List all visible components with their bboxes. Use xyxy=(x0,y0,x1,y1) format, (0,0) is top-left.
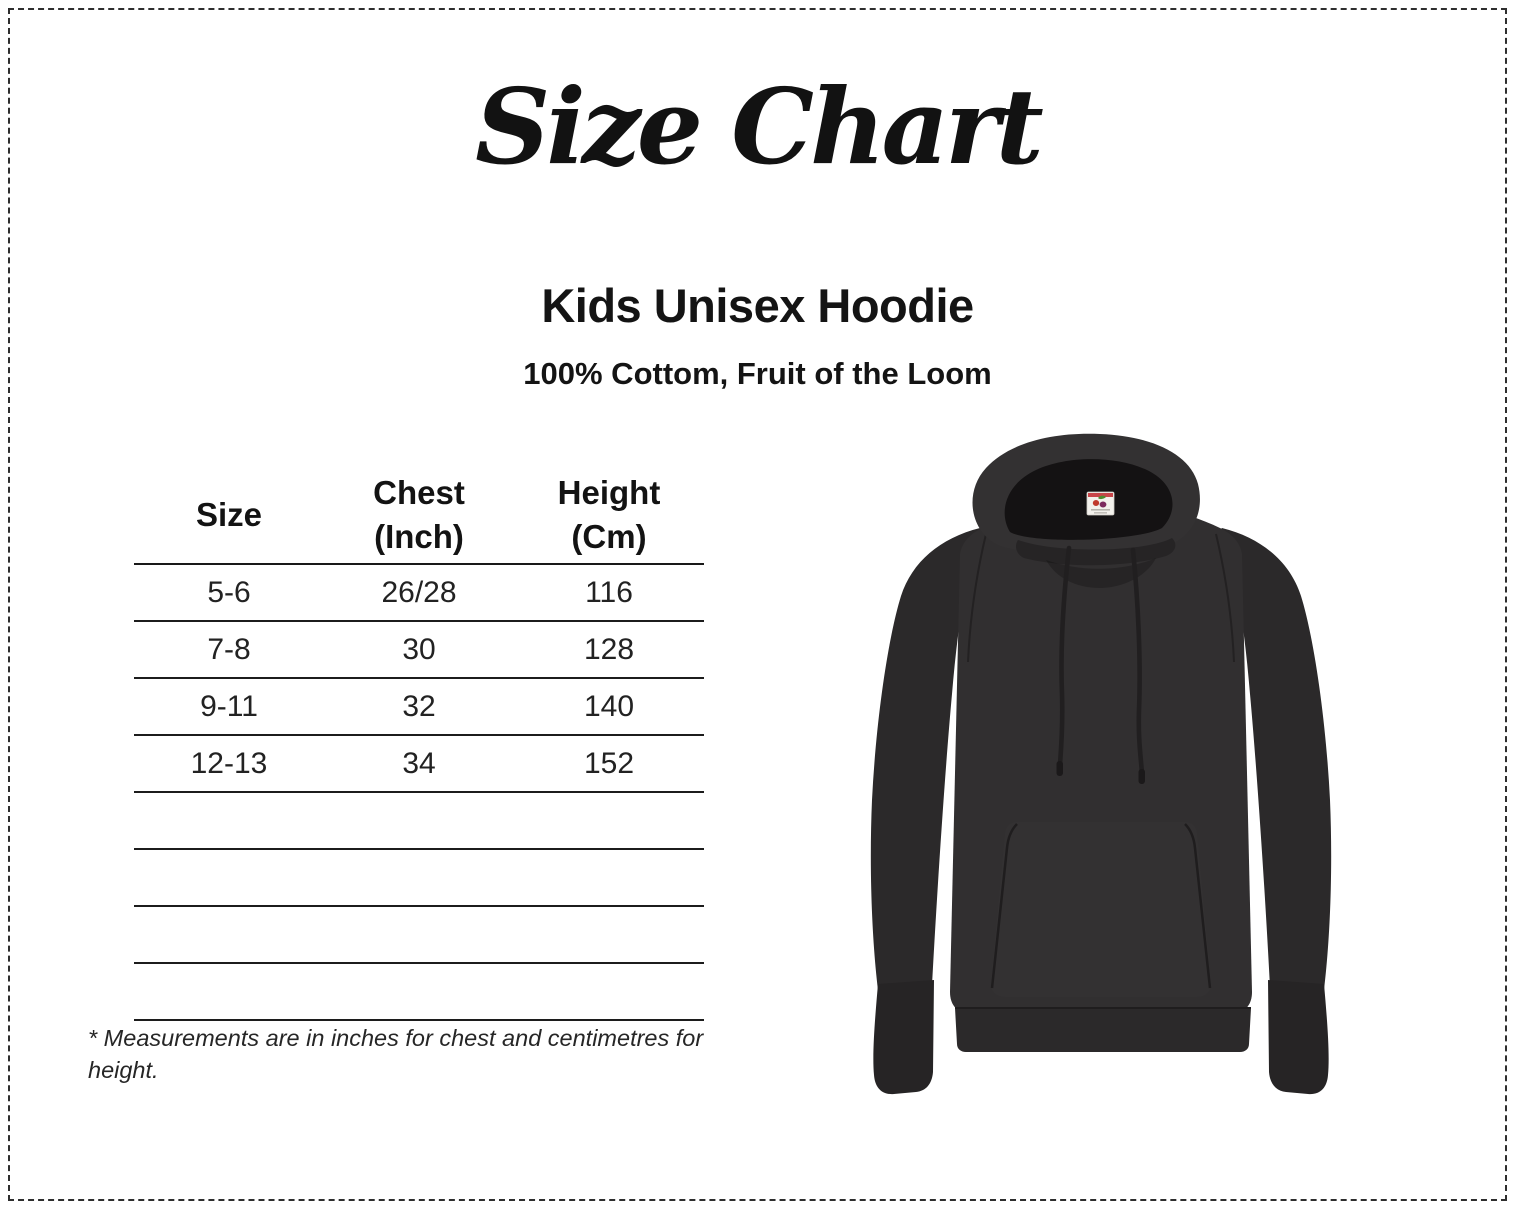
cell-size: 9-11 xyxy=(200,689,258,723)
kangaroo-pocket xyxy=(990,822,1212,997)
empty-table-row xyxy=(134,907,704,964)
table-row: 5-6 26/28 116 xyxy=(134,565,704,622)
footnote-line2: height. xyxy=(88,1057,159,1083)
cell-chest: 32 xyxy=(402,689,436,723)
table-row: 9-11 32 140 xyxy=(134,679,704,736)
column-header-height-line2: (Cm) xyxy=(571,517,647,555)
cell-chest: 26/28 xyxy=(381,575,457,609)
fruit-of-the-loom-neck-label-icon xyxy=(1086,491,1115,516)
cell-height: 116 xyxy=(585,575,633,609)
product-name: Kids Unisex Hoodie xyxy=(541,279,974,332)
cell-height: 128 xyxy=(583,632,635,666)
column-header-chest-line2: (Inch) xyxy=(374,517,464,555)
cell-chest: 34 xyxy=(402,746,436,780)
cell-size: 12-13 xyxy=(190,746,268,780)
empty-table-row xyxy=(134,850,704,907)
size-table-header-row: Size Chest (Inch) Height (Cm) xyxy=(134,466,704,565)
column-header-chest-line1: Chest xyxy=(373,473,465,511)
cell-chest: 30 xyxy=(402,632,436,666)
drawstrings xyxy=(1056,545,1145,784)
table-row: 7-8 30 128 xyxy=(134,622,704,679)
cell-size: 7-8 xyxy=(207,632,251,666)
table-row: 12-13 34 152 xyxy=(134,736,704,793)
measurement-footnote: * Measurements are in inches for chest a… xyxy=(88,1022,788,1086)
empty-table-row xyxy=(134,964,704,1021)
cell-size: 5-6 xyxy=(207,575,251,609)
column-header-chest: Chest (Inch) xyxy=(324,471,514,559)
size-table: Size Chest (Inch) Height (Cm) 5-6 26/28 … xyxy=(134,466,704,1021)
column-header-height: Height (Cm) xyxy=(514,471,704,559)
right-sleeve xyxy=(1220,528,1332,1095)
page-title: Size Chart xyxy=(475,65,1044,188)
column-header-size-line1: Size xyxy=(195,495,263,533)
column-header-size: Size xyxy=(134,493,324,537)
footnote-line1: * Measurements are in inches for chest a… xyxy=(88,1025,704,1051)
hem-band xyxy=(955,1007,1251,1052)
cell-height: 140 xyxy=(583,689,635,723)
column-header-height-line1: Height xyxy=(557,473,661,511)
cell-height: 152 xyxy=(583,746,635,780)
hoodie-illustration xyxy=(870,433,1332,1095)
left-sleeve xyxy=(870,528,982,1095)
product-details: 100% Cottom, Fruit of the Loom xyxy=(523,356,992,391)
hoodie-product-image xyxy=(858,432,1344,1104)
empty-table-row xyxy=(134,793,704,850)
